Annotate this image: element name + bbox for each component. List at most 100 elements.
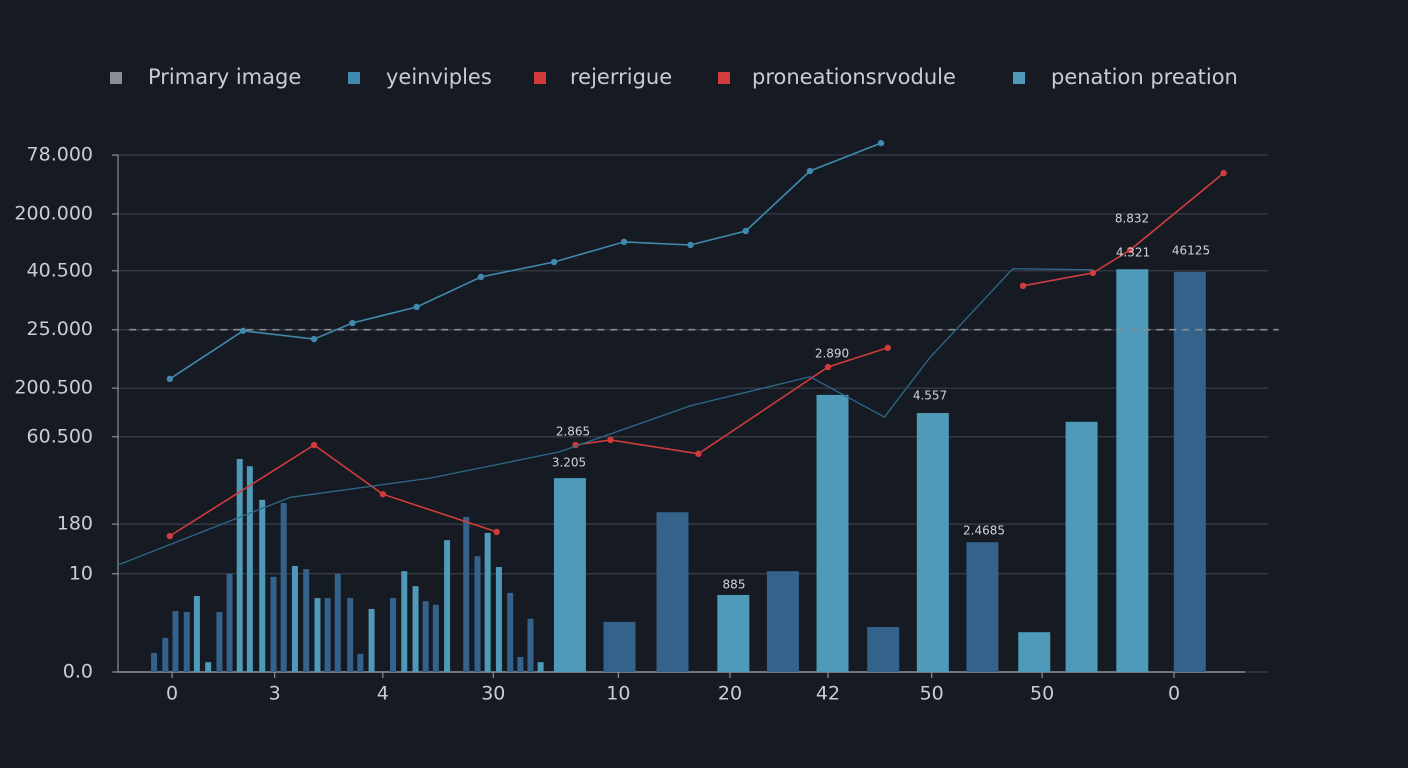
bar — [867, 627, 900, 672]
annotation: 4.321 — [1116, 246, 1150, 260]
bar — [484, 532, 491, 672]
bar — [183, 612, 190, 672]
point — [1126, 246, 1134, 254]
bar — [389, 598, 396, 672]
bar — [270, 576, 277, 672]
bar — [422, 601, 429, 672]
point — [620, 238, 628, 246]
annotation: 3.205 — [552, 456, 586, 470]
bar — [1065, 421, 1098, 672]
x-tick-label: 3 — [269, 683, 281, 705]
labels: 0.0 10 180 60.500 200.500 25.000 40.500 200.000… — [14, 65, 1237, 705]
line — [1022, 172, 1225, 287]
bar — [216, 612, 223, 672]
bar — [766, 571, 799, 672]
bar — [474, 556, 481, 672]
bar — [162, 637, 169, 672]
point — [1220, 169, 1227, 177]
bar — [303, 569, 310, 672]
bar — [444, 540, 451, 672]
annotation: 4.557 — [913, 389, 947, 403]
line — [117, 268, 1093, 566]
bar — [334, 573, 341, 672]
y-tick-label: 40.500 — [27, 259, 93, 281]
x-tick-label: 30 — [481, 683, 505, 705]
bar — [495, 567, 502, 672]
bar — [527, 618, 534, 672]
legend-label: Primary image — [148, 65, 301, 89]
point — [349, 319, 356, 327]
point — [607, 436, 614, 444]
point — [239, 327, 247, 334]
bar — [656, 512, 689, 672]
bar — [401, 571, 408, 672]
point — [806, 167, 814, 175]
bar — [246, 466, 253, 672]
lines — [117, 139, 1279, 566]
y-tick-label: 60.500 — [27, 425, 93, 447]
x-tick-label: 50 — [920, 683, 944, 705]
x-tick-label: 20 — [718, 683, 742, 705]
annotation: 2.4685 — [963, 524, 1005, 538]
bar — [537, 662, 544, 672]
y-tick-label: 200.500 — [14, 377, 93, 399]
x-tick-label: 4 — [377, 683, 389, 705]
y-tick-label: 25.000 — [27, 318, 93, 340]
bar — [193, 596, 200, 672]
bar — [966, 542, 999, 672]
point — [550, 258, 558, 266]
legend-marker — [534, 72, 546, 84]
bar — [463, 516, 470, 672]
bar — [412, 586, 419, 672]
bar — [205, 662, 212, 672]
point — [493, 528, 500, 536]
annotation: 46125 — [1172, 244, 1210, 258]
point — [877, 139, 885, 147]
bar — [916, 412, 949, 672]
annotation: 8.832 — [1115, 212, 1149, 226]
x-tick-label: 0 — [1168, 683, 1180, 705]
annotation: 2.865 — [556, 425, 590, 439]
bar — [816, 394, 849, 672]
legend-marker — [718, 72, 730, 84]
bar — [1116, 269, 1149, 672]
bar — [280, 502, 287, 672]
bar — [314, 598, 321, 672]
point — [379, 490, 387, 498]
point — [310, 441, 318, 449]
bar — [517, 657, 524, 672]
legend-marker — [348, 72, 360, 84]
point — [166, 375, 174, 383]
annotation: 885 — [723, 578, 746, 592]
legend-marker — [1013, 72, 1025, 84]
bar — [368, 608, 375, 672]
point — [687, 241, 694, 249]
x-tick-label: 0 — [166, 683, 178, 705]
y-tick-label: 10 — [69, 562, 93, 584]
bar — [236, 458, 243, 672]
x-tick-label: 50 — [1030, 683, 1054, 705]
bar — [324, 598, 331, 672]
bar — [357, 653, 364, 672]
y-tick-label: 180 — [57, 513, 93, 535]
x-tick-label: 42 — [816, 683, 840, 705]
bar — [259, 499, 266, 672]
bar — [553, 478, 586, 672]
point — [742, 227, 749, 235]
point — [1019, 282, 1027, 290]
legend-label: penation preation — [1051, 65, 1238, 89]
point — [884, 344, 891, 352]
bar — [291, 566, 298, 672]
bar — [432, 604, 439, 672]
bar — [151, 652, 158, 672]
legend-label: proneationsrvodule — [752, 65, 956, 89]
bar — [226, 573, 233, 672]
bar — [603, 621, 636, 672]
point — [824, 363, 832, 371]
bar — [172, 610, 179, 672]
point — [477, 273, 485, 281]
bar — [347, 598, 354, 672]
point — [413, 303, 420, 311]
point — [166, 532, 174, 540]
